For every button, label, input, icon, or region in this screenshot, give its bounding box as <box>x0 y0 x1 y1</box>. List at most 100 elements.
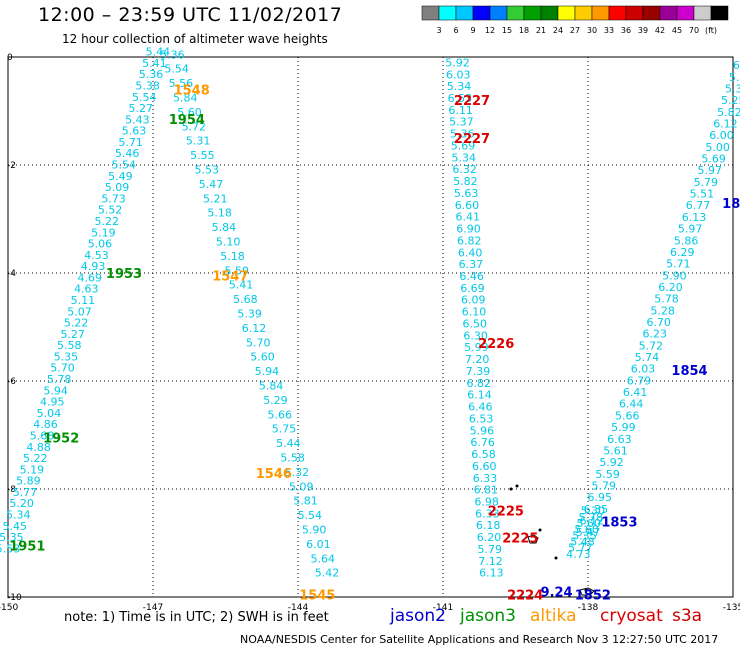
time-label: 1548 <box>174 83 210 98</box>
colorbar-swatch <box>506 5 525 21</box>
wave-height-value: 5.27 <box>129 102 154 115</box>
y-tick-label: -4 <box>7 269 16 279</box>
wave-height-value: 6.63 <box>607 433 632 446</box>
wave-height-value: 5.22 <box>95 215 120 228</box>
wave-height-value: 5.66 <box>267 408 292 421</box>
wave-height-value: 5.30 <box>725 82 740 95</box>
wave-height-value: 5.94 <box>43 384 68 397</box>
time-label: 1951 <box>9 540 45 555</box>
wave-height-value: 5.69 <box>701 153 726 166</box>
wave-height-value: 5.60 <box>177 106 202 119</box>
wave-height-value: 5.49 <box>108 170 133 183</box>
legend-cryosat: cryosat <box>600 606 663 626</box>
wave-height-value: 6.98 <box>474 495 499 508</box>
y-tick-label: -6 <box>7 377 16 387</box>
wave-height-value: 5.11 <box>71 294 96 307</box>
wave-height-value: 5.70 <box>50 362 75 375</box>
wave-height-value: 6.18 <box>476 519 501 532</box>
colorbar-label: 30 <box>587 26 597 35</box>
wave-height-value: 6.11 <box>448 104 473 117</box>
wave-height-value: 6.35 <box>584 503 609 516</box>
wave-height-value: 5.37 <box>449 116 474 129</box>
wave-height-value: 6.53 <box>448 92 473 105</box>
wave-height-value: 4.63 <box>74 283 99 296</box>
wave-height-value: 6.77 <box>686 199 711 212</box>
wave-height-value: 5.90 <box>302 524 327 537</box>
wave-height-value: 5.10 <box>216 236 241 249</box>
wave-height-value: 5.58 <box>280 452 305 465</box>
island-outline <box>527 534 539 544</box>
colorbar-swatch <box>608 5 627 21</box>
time-label: 2227 <box>454 94 490 109</box>
wave-height-value: 5.48 <box>570 535 595 548</box>
colorbar-swatch <box>438 5 457 21</box>
colorbar-swatch <box>591 5 610 21</box>
wave-height-value: 6.37 <box>459 258 484 271</box>
island-marker <box>554 556 558 560</box>
wave-height-value: 5.36 <box>160 48 185 61</box>
wave-height-value: 5.92 <box>599 456 624 469</box>
wave-height-value: 5.51 <box>690 188 715 201</box>
wave-height-value: 5.38 <box>135 79 160 92</box>
wave-height-value: 5.31 <box>186 135 211 148</box>
wave-height-value: 5.41 <box>229 279 254 292</box>
wave-height-value: 5.47 <box>576 526 601 539</box>
colorbar-label: 18 <box>519 26 529 35</box>
wave-height-value: 5.39 <box>237 308 262 321</box>
wave-height-value: 5.52 <box>98 204 123 217</box>
colorbar-label: 39 <box>638 26 648 35</box>
time-label: 1954 <box>169 113 205 128</box>
wave-height-value: 6.82 <box>466 377 491 390</box>
x-tick-label: -147 <box>143 603 163 613</box>
legend-jason3: jason3 <box>460 606 516 626</box>
wave-height-value: 5.71 <box>666 258 691 271</box>
wave-height-value: 5.89 <box>16 475 41 488</box>
wave-height-value: 5.59 <box>225 264 250 277</box>
wave-height-value: 5.63 <box>454 187 479 200</box>
y-tick-label: -8 <box>7 485 16 495</box>
wave-height-value: 5.43 <box>125 113 150 126</box>
wave-height-value: 6.20 <box>658 281 683 294</box>
wave-height-value: 5.86 <box>674 234 699 247</box>
wave-height-value: 6.81 <box>474 484 499 497</box>
chart-title: 12:00 – 23:59 UTC 11/02/2017 <box>38 4 343 26</box>
wave-height-value: 6.14 <box>467 389 492 402</box>
wave-height-value: 5.77 <box>568 542 593 555</box>
colorbar-swatch <box>421 5 440 21</box>
wave-height-value: 6.41 <box>623 386 648 399</box>
wave-height-value: 5.79 <box>591 479 616 492</box>
wave-height-value: 5.97 <box>697 164 722 177</box>
wave-height-value: 5.27 <box>60 328 85 341</box>
wave-height-value: 7.20 <box>465 353 490 366</box>
colorbar-label: 42 <box>655 26 665 35</box>
colorbar-label: 36 <box>621 26 631 35</box>
wave-height-value: 5.53 <box>0 542 20 555</box>
wave-height-value: 5.42 <box>315 567 340 580</box>
wave-height-value: 7.39 <box>466 365 491 378</box>
wave-height-value: 5.60 <box>250 351 275 364</box>
wave-height-value: 5.55 <box>190 149 215 162</box>
wave-height-value: 6.23 <box>643 328 668 341</box>
colorbar-label: 15 <box>502 26 512 35</box>
wave-height-value: 5.99 <box>464 341 489 354</box>
wave-height-value: 5.07 <box>67 305 92 318</box>
colorbar-swatch <box>574 5 593 21</box>
wave-height-value: 5.74 <box>635 351 660 364</box>
wave-height-value: 5.96 <box>470 424 495 437</box>
wave-height-value: 6.79 <box>627 374 652 387</box>
wave-height-value: 6.12 <box>580 515 605 528</box>
island-marker <box>584 588 588 592</box>
legend-jason2: jason2 <box>390 606 446 626</box>
colorbar-label: 27 <box>570 26 580 35</box>
time-label: 2226 <box>478 337 514 352</box>
wave-height-value: 6.60 <box>472 460 497 473</box>
colorbar-swatch <box>625 5 644 21</box>
wave-height-value: 5.34 <box>447 80 472 93</box>
wave-height-value: 6.12 <box>713 117 738 130</box>
wave-height-value: 5.77 <box>13 486 38 499</box>
footnote: note: 1) Time is in UTC; 2) SWH is in fe… <box>64 610 329 625</box>
island-marker <box>515 484 519 488</box>
colorbar-swatch <box>489 5 508 21</box>
wave-height-value: 6.76 <box>470 436 495 449</box>
wave-height-value: 6.01 <box>306 538 331 551</box>
